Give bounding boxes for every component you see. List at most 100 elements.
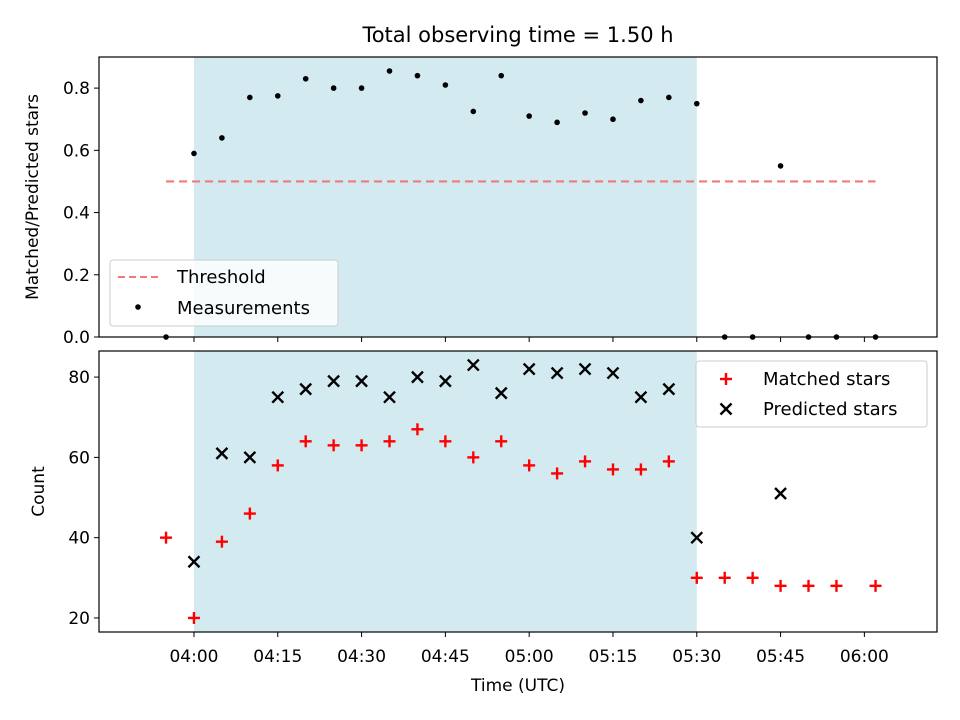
matched-star-point (215, 535, 228, 548)
matched-star-point (187, 611, 200, 624)
x-tick-label: 06:00 (840, 647, 889, 667)
measurement-point (610, 116, 616, 123)
legend-measurements-swatch (135, 304, 141, 310)
predicted-star-point (271, 390, 285, 404)
top-y-tick-label: 0.2 (63, 266, 90, 286)
chart-title: Total observing time = 1.50 h (361, 23, 673, 47)
matched-star-point (383, 435, 396, 448)
predicted-star-point (215, 447, 229, 460)
measurement-point (638, 97, 644, 104)
top-legend-box (109, 259, 339, 327)
top-y-ticks: 0.0 0.2 0.4 0.6 0.8 (63, 79, 99, 348)
bottom-y-tick-label: 40 (68, 529, 90, 549)
matched-star-point (869, 579, 882, 592)
predicted-star-point-b (522, 362, 536, 376)
matched-star-point (830, 579, 843, 592)
measurement-point (274, 93, 281, 99)
x-axis-label: Time (UTC) (470, 676, 565, 696)
matched-star-point (355, 439, 368, 452)
predicted-star-point (439, 374, 452, 388)
predicted-star-point (774, 487, 787, 500)
predicted-star-point (578, 362, 592, 376)
legend-predicted-marker (719, 402, 733, 416)
legend-threshold-label: Threshold (176, 267, 266, 288)
matched-star-point (243, 507, 256, 520)
top-panel: 0.00.20.40.60.8 Matched/Predicted stars … (23, 56, 938, 348)
top-y-tick-label: 0.6 (63, 141, 90, 161)
bottom-y-axis-label: Count (29, 466, 49, 517)
top-axes-frame (98, 56, 938, 338)
predicted-star-point-b (383, 390, 396, 404)
x-tick-label: 04:15 (253, 647, 302, 667)
matched-star-point (774, 579, 787, 592)
matched-star-point (523, 459, 536, 472)
predicted-star-point-b (494, 386, 508, 400)
bottom-marks-group (160, 358, 882, 624)
top-legend: Threshold Measurements (109, 259, 339, 327)
matched-star-point (690, 571, 703, 584)
matched-star-point (467, 451, 480, 464)
bottom-x-ticks: 04:00 04:15 04:30 04:45 05:00 05:15 05:30 05:45… (169, 632, 889, 667)
measurement-point (498, 72, 505, 79)
measurement-point (330, 85, 337, 91)
matched-star-point (802, 579, 815, 592)
matched-star-point (746, 571, 759, 584)
measurement-point (302, 75, 309, 82)
predicted-star-point (299, 382, 313, 396)
x-tick-label: 04:45 (421, 647, 470, 667)
measurement-point (777, 163, 784, 169)
predicted-star-point-b (439, 374, 452, 388)
predicted-star-point (383, 390, 396, 404)
x-tick-label: 04:30 (337, 647, 386, 667)
bottom-legend: Matched stars Predicted stars (695, 360, 928, 428)
matched-star-point (495, 435, 508, 448)
matched-star-point (327, 439, 340, 452)
measurement-point (386, 68, 393, 74)
matched-star-point (718, 571, 731, 584)
measurement-point (582, 110, 588, 116)
predicted-star-point-b (662, 382, 676, 396)
measurement-point (358, 85, 365, 91)
predicted-star-point-b (271, 390, 285, 404)
measurement-point (414, 72, 421, 79)
legend-predicted-swatch (719, 402, 733, 416)
predicted-star-point-b (578, 362, 592, 376)
legend-measurements-label: Measurements (177, 298, 310, 319)
predicted-star-point (494, 386, 508, 400)
measurement-point (693, 100, 700, 107)
measurement-point (247, 94, 253, 101)
bottom-y-tick-label: 60 (68, 448, 90, 468)
predicted-star-point-b (411, 370, 424, 384)
bottom-axes-frame (98, 350, 938, 633)
x-tick-label: 05:00 (505, 647, 554, 667)
predicted-star-point (411, 370, 424, 384)
predicted-star-point (690, 531, 704, 545)
bottom-y-tick-label: 20 (68, 609, 90, 629)
predicted-star-point (466, 358, 480, 372)
legend-predicted-marker-b (719, 402, 733, 416)
predicted-star-point-b (327, 374, 340, 388)
predicted-star-point-b (550, 366, 564, 380)
measurement-point (219, 135, 225, 141)
bottom-y-tick-label: 80 (68, 368, 90, 388)
measurement-point (554, 119, 560, 126)
measurement-point (442, 82, 449, 88)
legend-matched-swatch (720, 373, 732, 385)
legend-matched-marker (720, 373, 732, 385)
predicted-star-point-b (634, 390, 648, 404)
predicted-star-point (327, 374, 340, 388)
predicted-star-point (606, 366, 620, 380)
predicted-star-point (634, 390, 648, 404)
top-y-tick-label: 0.0 (63, 328, 90, 348)
legend-matched-label: Matched stars (763, 369, 890, 390)
x-tick-label: 05:15 (588, 647, 637, 667)
top-y-tick-label: 0.8 (63, 79, 90, 99)
predicted-star-point-b (299, 382, 313, 396)
predicted-star-point (187, 555, 201, 569)
matched-star-point (439, 435, 452, 448)
predicted-star-point-b (215, 447, 229, 460)
x-tick-label: 05:45 (756, 647, 805, 667)
top-y-tick-label: 0.4 (63, 204, 90, 224)
predicted-star-point (662, 382, 676, 396)
